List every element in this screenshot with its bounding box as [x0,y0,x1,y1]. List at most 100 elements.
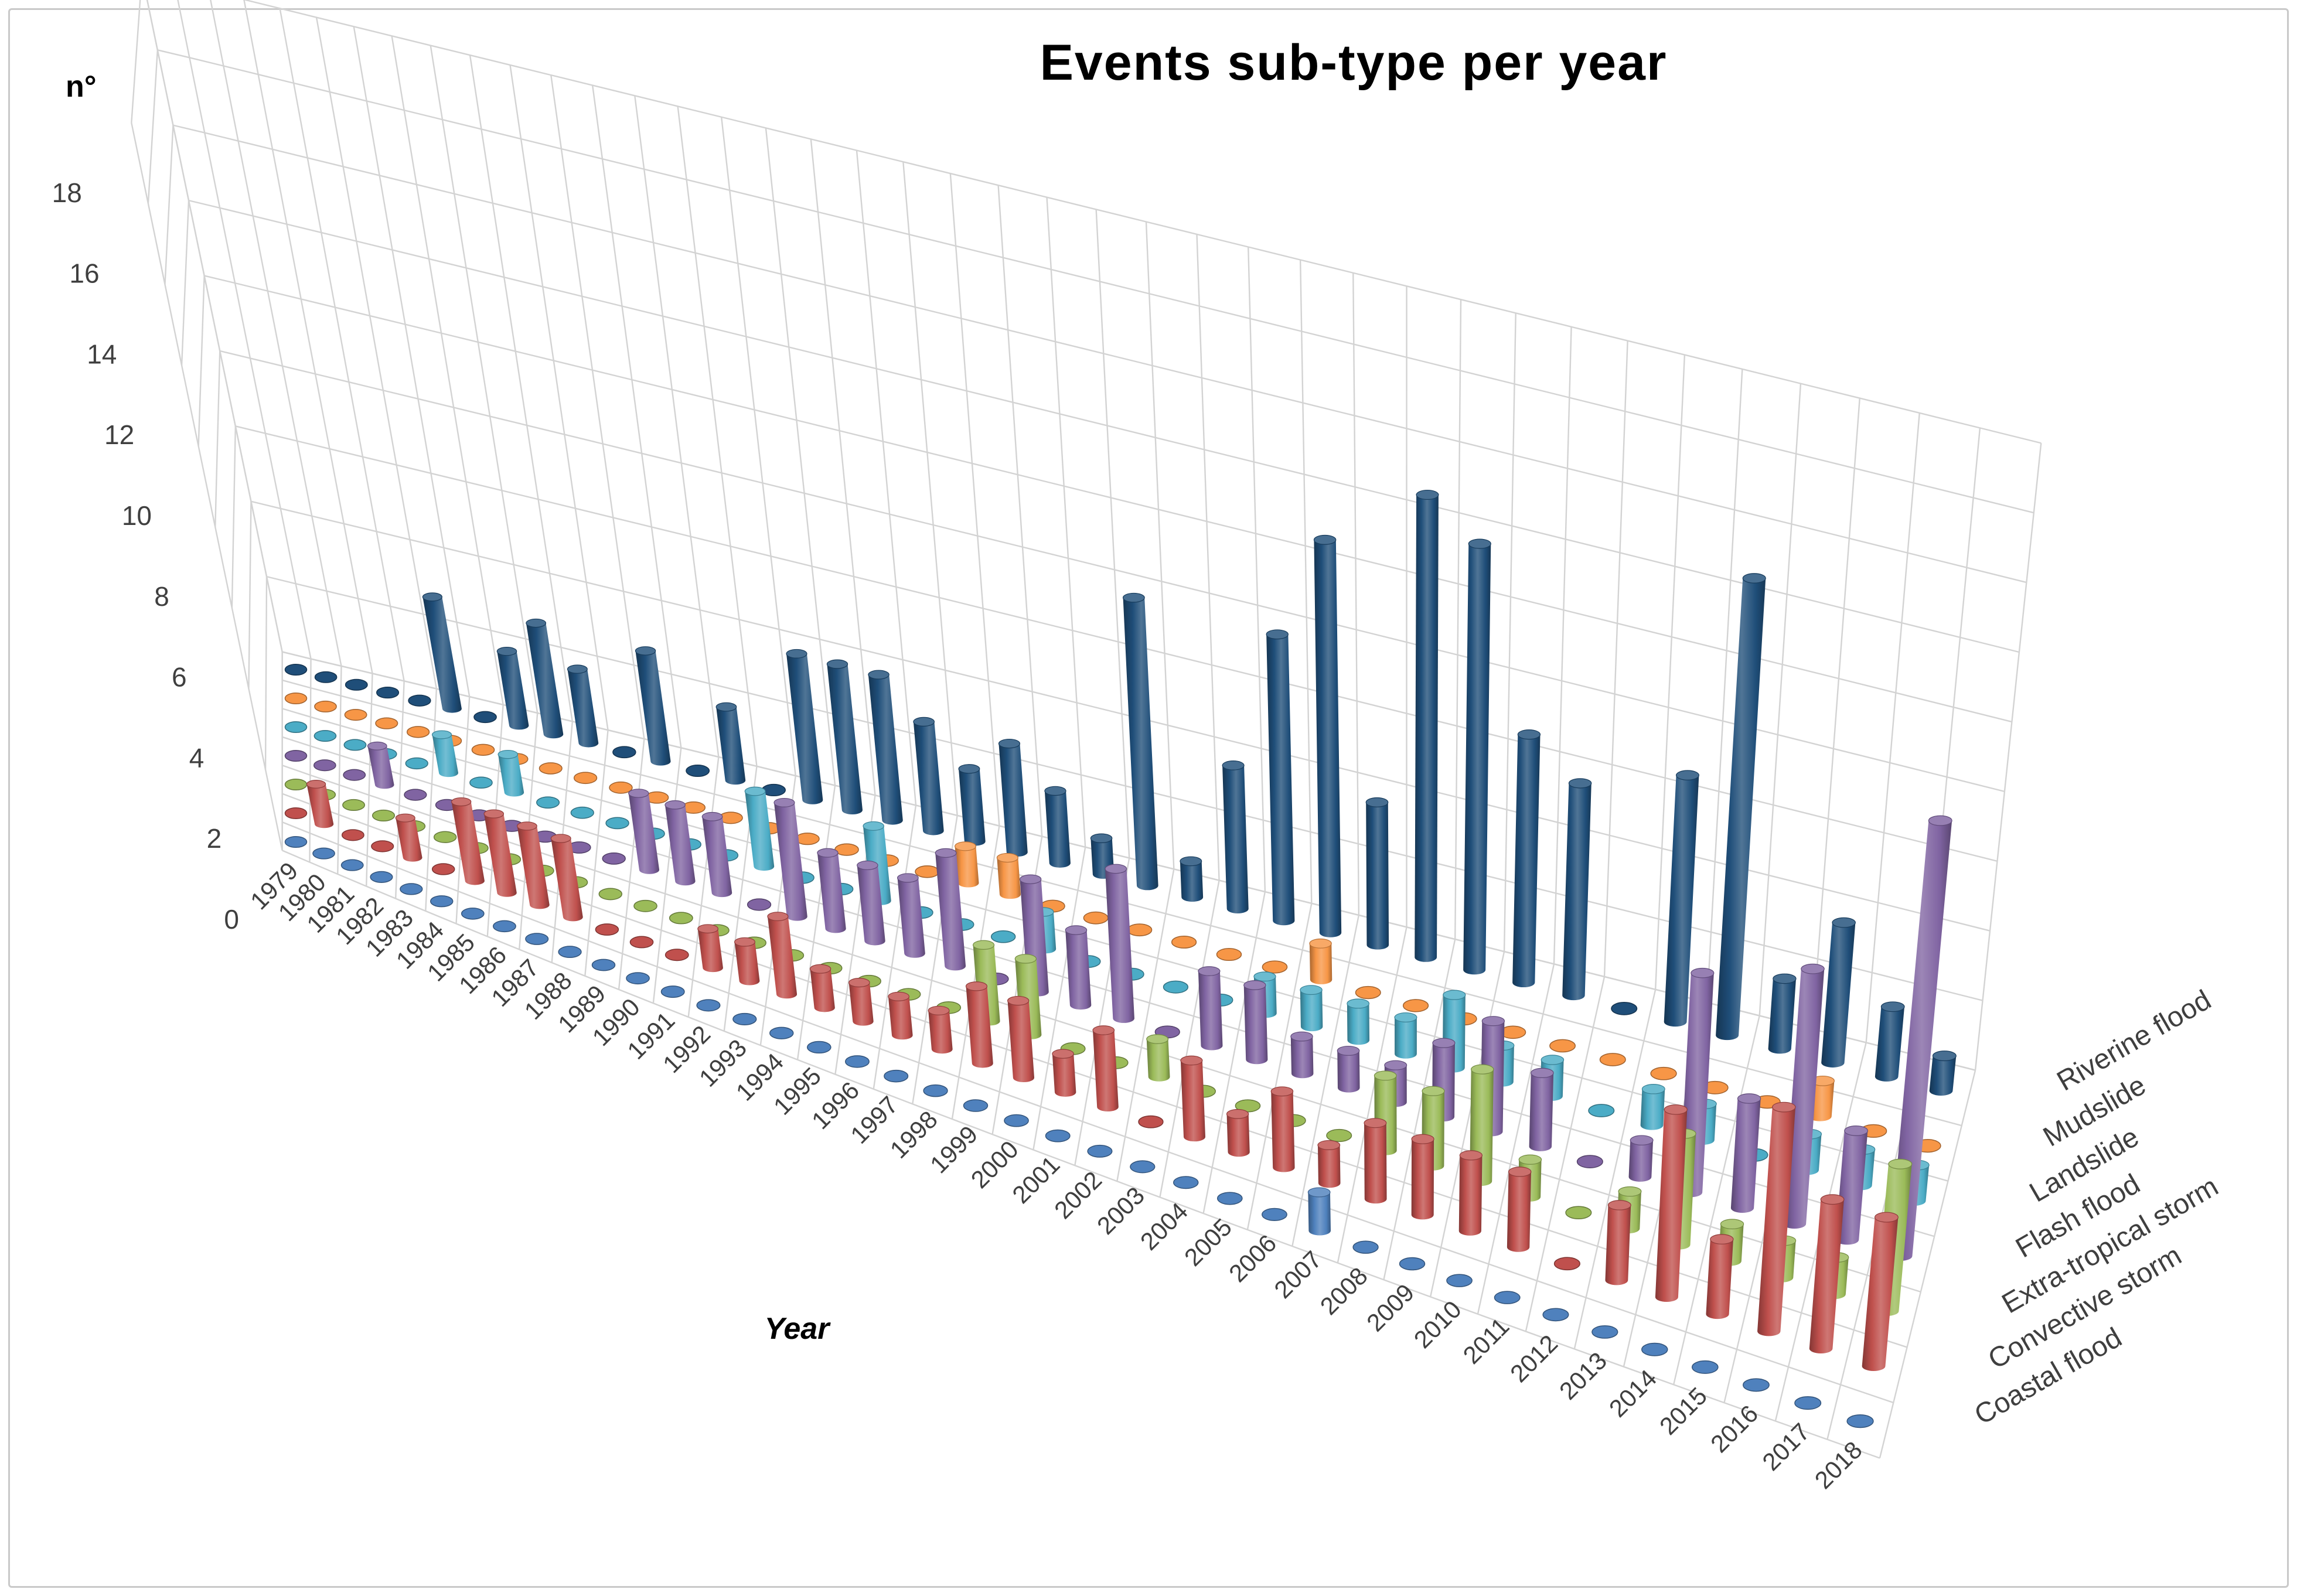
bar-convective-storm-2003 [1138,1115,1164,1128]
bar-flash-flood-2011 [1529,1068,1554,1151]
bar-landslide-1993 [744,786,775,871]
bar-riverine-flood-1987 [526,618,564,739]
bar-landslide-1985 [469,776,493,789]
bar-convective-storm-2015 [1706,1234,1734,1319]
bar-mudslide-1997 [915,865,940,878]
bar-mudslide-2001 [1083,911,1109,925]
bar-flash-flood-2012 [1576,1155,1603,1168]
bar-mudslide-1982 [375,717,398,729]
bar-flash-flood-1983 [404,789,427,801]
bar-flash-flood-1996 [857,860,885,946]
bar-extra-tropical-storm-2007 [1326,1128,1352,1143]
bar-convective-storm-2016 [1757,1101,1796,1336]
bar-riverine-flood-2014 [1716,573,1766,1041]
bar-convective-storm-1999 [965,981,993,1068]
bar-riverine-flood-1984 [422,592,462,713]
bar-mudslide-2004 [1216,947,1242,961]
bar-coastal-flood-1994 [769,1027,794,1039]
bar-landslide-1999 [990,930,1016,943]
bar-mudslide-1979 [284,693,308,704]
bar-flash-flood-2004 [1198,966,1223,1051]
bar-mudslide-2006 [1309,938,1332,984]
bar-convective-storm-1985 [451,797,485,885]
bar-riverine-flood-2003 [1180,856,1204,902]
bar-riverine-flood-2009 [1463,538,1491,975]
y-tick-14: 14 [87,339,117,369]
bar-riverine-flood-2012 [1611,1002,1638,1015]
year-label-2010: 2010 [1409,1295,1467,1353]
bar-convective-storm-1983 [395,813,422,862]
bar-convective-storm-1997 [888,991,913,1040]
bar-coastal-flood-2006 [1262,1208,1287,1221]
bar-mudslide-1999 [996,852,1021,899]
y-tick-8: 8 [154,581,169,612]
bar-flash-flood-1981 [343,769,366,781]
bar-coastal-flood-2018 [1846,1414,1874,1428]
bar-riverine-flood-2013 [1664,770,1699,1027]
bar-coastal-flood-2002 [1087,1144,1113,1158]
bar-mudslide-2013 [1650,1066,1677,1080]
bar-landslide-1979 [284,721,308,733]
bar-convective-storm-1980 [306,780,334,828]
bar-mudslide-2012 [1599,1053,1626,1066]
y-tick-12: 12 [104,420,134,450]
bar-convective-storm-2001 [1052,1049,1076,1097]
bar-riverine-flood-1989 [612,746,636,759]
year-label-2014: 2014 [1604,1364,1662,1422]
bar-landslide-2013 [1640,1084,1665,1130]
bar-flash-flood-1991 [664,800,696,886]
bar-convective-storm-2007 [1317,1140,1341,1188]
bar-convective-storm-1995 [809,964,835,1012]
bar-coastal-flood-1997 [884,1069,909,1083]
bar-riverine-flood-1996 [868,670,903,825]
bar-flash-flood-1992 [701,811,732,898]
bar-coastal-flood-1993 [732,1012,757,1025]
bar-mudslide-1998 [955,841,979,888]
year-label-2015: 2015 [1654,1382,1712,1440]
bar-coastal-flood-1984 [430,895,454,908]
bar-coastal-flood-2015 [1691,1360,1719,1374]
bar-extra-tropical-storm-1981 [342,799,366,811]
bar-riverine-flood-2000 [1044,786,1071,868]
bar-riverine-flood-1981 [345,678,368,691]
bar-mudslide-1985 [471,744,495,756]
bar-mudslide-1994 [795,833,820,845]
bar-coastal-flood-1995 [806,1041,831,1054]
y-axis-title: n° [66,70,97,104]
bar-flash-flood-2002 [1105,864,1134,1023]
bar-convective-storm-2006 [1270,1086,1295,1172]
bar-flash-flood-1982 [367,741,394,789]
bar-flash-flood-1998 [935,848,966,971]
year-label-2008: 2008 [1315,1262,1373,1320]
year-label-2016: 2016 [1705,1400,1763,1458]
bar-mudslide-1980 [314,700,337,712]
bar-coastal-flood-1991 [660,985,685,998]
bar-coastal-flood-1998 [923,1084,948,1097]
year-label-2013: 2013 [1554,1347,1612,1405]
y-tick-6: 6 [172,662,187,693]
year-label-2011: 2011 [1457,1312,1514,1369]
x-axis-year-labels: 1979198019811982198319841985198619871988… [245,857,1867,1494]
bar-riverine-flood-2015 [1768,973,1797,1054]
bar-mudslide-1989 [609,781,633,794]
bar-landslide-2007 [1347,998,1370,1045]
bar-landslide-1989 [605,817,629,830]
bar-riverine-flood-2007 [1365,797,1389,950]
bar-extra-tropical-storm-2003 [1146,1034,1170,1082]
bar-coastal-flood-1982 [370,871,393,883]
bar-flash-flood-2001 [1065,925,1092,1010]
bar-landslide-1981 [343,739,367,751]
bar-riverine-flood-1980 [314,671,338,683]
bar-flash-flood-1994 [773,797,807,921]
bar-convective-storm-1990 [629,936,654,949]
chart-title: Events sub-type per year [1040,35,1668,91]
bar-coastal-flood-2010 [1446,1274,1473,1287]
bar-flash-flood-1993 [747,898,772,911]
bar-riverine-flood-1997 [913,717,944,835]
bar-flash-flood-1997 [897,873,925,958]
bar-coastal-flood-1988 [558,946,582,958]
bar-convective-storm-2004 [1180,1055,1205,1142]
bar-convective-storm-1989 [595,923,619,936]
bar-extra-tropical-storm-1982 [372,809,396,822]
